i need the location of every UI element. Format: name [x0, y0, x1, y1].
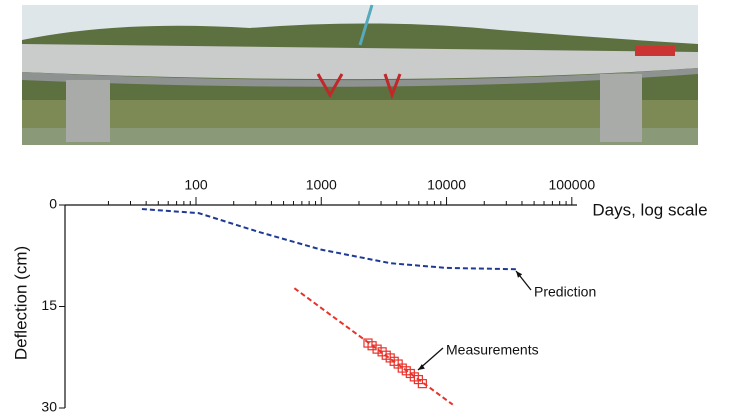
series-line: [141, 208, 519, 271]
river: [22, 128, 698, 145]
x-tick-label: 1000: [306, 177, 337, 193]
y-axis-label: Deflection (cm): [11, 246, 30, 360]
y-tick-label: 0: [49, 196, 57, 212]
x-axis-label: Days, log scale: [592, 200, 707, 219]
marker: [372, 344, 382, 354]
bridge-girder: [22, 68, 698, 87]
crane: [358, 4, 374, 46]
x-tick-label: 100: [184, 177, 208, 193]
marker: [367, 341, 377, 351]
series-label: Prediction: [534, 284, 596, 300]
marker: [417, 379, 427, 389]
truck: [635, 46, 675, 56]
pier: [600, 74, 642, 142]
x-tick-label: 100000: [548, 177, 595, 193]
town: [22, 100, 698, 130]
pier: [66, 80, 110, 142]
series-line: [293, 287, 454, 406]
supports: [316, 73, 402, 100]
x-tick-label: 10000: [427, 177, 466, 193]
series-label: Measurements: [446, 342, 539, 358]
y-tick-label: 15: [41, 297, 57, 313]
y-tick-label: 30: [41, 399, 57, 415]
arrow-head: [516, 271, 523, 278]
bridge-photo: [22, 4, 698, 146]
arrow-head: [418, 364, 425, 370]
bridge-deck: [22, 44, 698, 80]
